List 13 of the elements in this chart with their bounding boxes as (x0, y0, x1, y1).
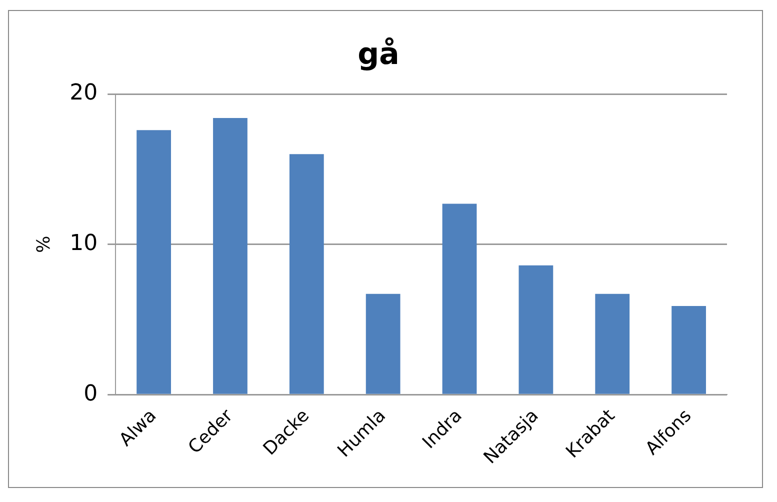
bar (442, 204, 477, 394)
y-axis-title: % (33, 236, 54, 253)
bar (366, 294, 400, 394)
chart-title: gå (358, 36, 400, 72)
bar (595, 294, 630, 394)
y-tick-label: 0 (84, 381, 98, 406)
y-tick-label: 10 (70, 231, 98, 256)
y-tick-label: 20 (70, 80, 98, 106)
bar (672, 306, 706, 394)
bar (518, 265, 554, 394)
bar (289, 154, 324, 394)
bar (213, 118, 248, 394)
bar (136, 130, 172, 394)
